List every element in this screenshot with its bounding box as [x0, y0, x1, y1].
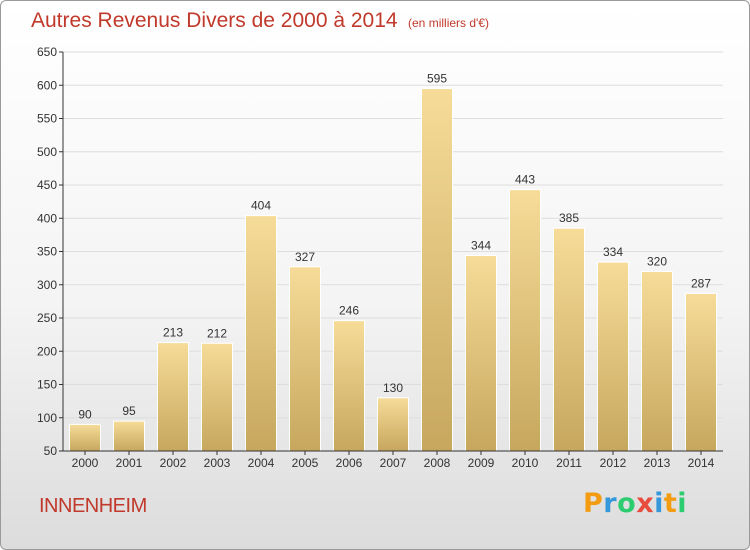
y-tick-label: 150 — [37, 378, 57, 392]
x-tick-label: 2011 — [556, 456, 582, 470]
data-label: 246 — [339, 304, 359, 318]
logo-letter: P — [583, 488, 604, 519]
labels-layer: 50 100 150 200 250 300 350 400 450 500 550 600 650 90… — [37, 45, 715, 470]
x-tick-label: 2007 — [380, 456, 407, 470]
y-tick-label: 450 — [37, 178, 57, 192]
y-tick-label: 550 — [37, 112, 57, 126]
bar — [421, 88, 453, 452]
chart-title: Autres Revenus Divers de 2000 à 2014 — [31, 9, 398, 32]
x-tick-label: 2003 — [204, 456, 231, 470]
data-label: 443 — [515, 173, 535, 187]
y-tick-label: 50 — [44, 444, 58, 458]
proxiti-logo: Proxiti — [583, 488, 687, 519]
data-label: 327 — [295, 250, 315, 264]
logo-letter: i — [654, 488, 664, 519]
data-label: 344 — [471, 238, 491, 252]
chart-subtitle: (en milliers d'€) — [408, 16, 489, 30]
bar — [113, 420, 145, 452]
y-tick-label: 650 — [37, 45, 57, 59]
y-tick-label: 600 — [37, 78, 57, 92]
x-tick-label: 2014 — [688, 456, 715, 470]
axis-layer — [59, 51, 723, 455]
logo-letter: r — [603, 488, 618, 519]
bar — [597, 261, 629, 452]
bar — [333, 320, 365, 452]
data-label: 334 — [603, 245, 623, 259]
bar — [509, 189, 541, 452]
bar — [245, 215, 277, 452]
x-tick-label: 2013 — [644, 456, 671, 470]
bar — [69, 423, 101, 452]
bar — [553, 227, 585, 452]
data-label: 385 — [559, 211, 579, 225]
y-tick-label: 250 — [37, 311, 57, 325]
y-tick-label: 200 — [37, 344, 57, 358]
bar — [465, 254, 497, 452]
data-label: 595 — [427, 72, 447, 86]
x-tick-label: 2004 — [248, 456, 275, 470]
logo-letter: i — [677, 488, 688, 519]
y-tick-label: 100 — [37, 411, 57, 425]
data-label: 90 — [78, 407, 92, 421]
data-label: 404 — [251, 199, 271, 213]
x-tick-label: 2002 — [160, 456, 187, 470]
title-line: Autres Revenus Divers de 2000 à 2014 (en… — [31, 9, 489, 33]
logo-letter: x — [636, 488, 655, 519]
data-label: 95 — [122, 404, 136, 418]
x-tick-label: 2009 — [468, 456, 495, 470]
data-label: 287 — [691, 276, 711, 290]
x-tick-label: 2005 — [292, 456, 319, 470]
data-label: 130 — [383, 381, 403, 395]
x-tick-label: 2006 — [336, 456, 363, 470]
bar — [201, 342, 233, 452]
x-tick-label: 2012 — [600, 456, 627, 470]
data-label: 212 — [207, 326, 227, 340]
x-tick-label: 2000 — [72, 456, 99, 470]
bars-layer — [69, 88, 717, 452]
y-tick-label: 350 — [37, 245, 57, 259]
bar — [377, 397, 409, 452]
x-tick-label: 2001 — [116, 456, 143, 470]
bar — [685, 292, 717, 452]
commune-name: INNENHEIM — [39, 495, 147, 517]
y-tick-label: 400 — [37, 211, 57, 225]
bar — [641, 270, 673, 452]
y-tick-label: 500 — [37, 145, 57, 159]
bar — [157, 342, 189, 452]
data-label: 320 — [647, 254, 667, 268]
x-tick-label: 2010 — [512, 456, 539, 470]
y-tick-label: 300 — [37, 278, 57, 292]
bar — [289, 266, 321, 452]
logo-letter: t — [663, 488, 678, 519]
logo-letter: o — [617, 488, 637, 519]
x-tick-label: 2008 — [424, 456, 451, 470]
data-label: 213 — [163, 326, 183, 340]
